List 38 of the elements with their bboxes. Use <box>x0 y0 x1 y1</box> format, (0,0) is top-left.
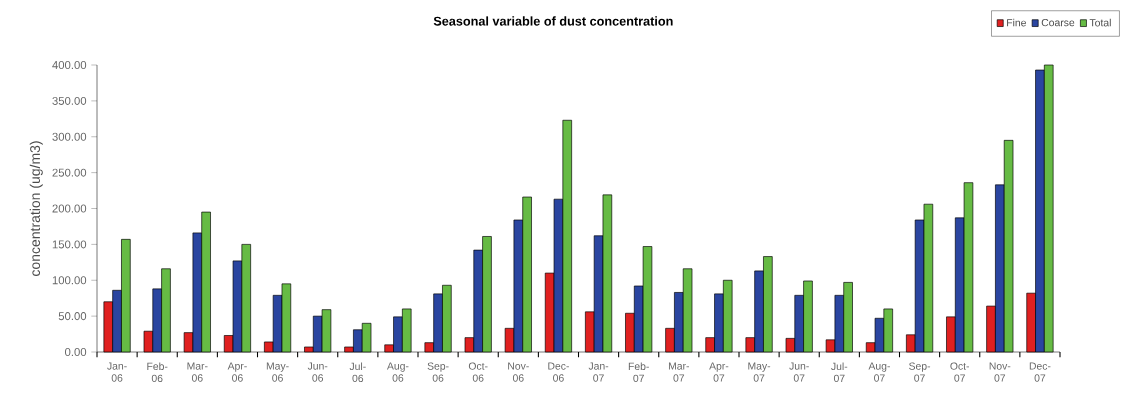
y-tick-label: 50.00 <box>58 312 87 321</box>
x-tick-label: Jan-06 <box>107 362 127 382</box>
x-tick-label: Dec-06 <box>548 362 569 382</box>
x-tick-label: Sep-06 <box>427 362 449 382</box>
x-tick-label: May-06 <box>266 362 289 382</box>
x-tick-label: Oct-06 <box>468 362 488 382</box>
legend-label: Fine <box>1007 18 1026 27</box>
y-axis-title: concentration (ug/m3) <box>29 141 43 277</box>
x-tick-label: Sep-07 <box>909 362 931 382</box>
x-tick-label: Nov-06 <box>508 362 529 382</box>
x-tick-label: Jun-06 <box>307 362 328 382</box>
x-tick-label: Jun-07 <box>789 362 809 382</box>
y-tick-label: 350.00 <box>52 96 87 105</box>
x-tick-label: Mar-06 <box>187 362 208 382</box>
y-tick-label: 0.00 <box>64 348 87 357</box>
x-tick-label: Dec-07 <box>1029 362 1051 382</box>
x-tick-label: Apr-07 <box>709 362 729 382</box>
y-tick-label: 200.00 <box>52 204 87 213</box>
legend-label: Coarse <box>1041 18 1075 27</box>
x-tick-label: Feb-06 <box>147 362 168 383</box>
x-tick-label: Oct-07 <box>950 362 970 382</box>
x-tick-label: Jan-07 <box>588 362 609 382</box>
x-tick-label: Feb-07 <box>628 362 649 383</box>
x-tick-label: Nov-07 <box>989 362 1011 382</box>
x-tick-label: Mar-07 <box>668 362 690 382</box>
x-tick-label: Apr-06 <box>227 362 247 382</box>
y-tick-label: 150.00 <box>52 240 87 249</box>
y-tick-label: 100.00 <box>52 276 87 285</box>
x-tick-label: Jul-06 <box>349 362 366 383</box>
y-tick-label: 250.00 <box>52 168 87 177</box>
y-tick-label: 300.00 <box>52 132 87 141</box>
x-tick-label: May-07 <box>748 362 771 382</box>
x-tick-label: Jul-07 <box>831 362 848 383</box>
x-tick-label: Aug-06 <box>386 362 409 382</box>
x-tick-label: Aug-07 <box>868 362 890 382</box>
legend-label: Total <box>1089 18 1111 27</box>
y-tick-label: 400.00 <box>52 61 87 70</box>
chart-title: Seasonal variable of dust concentration <box>433 16 673 26</box>
